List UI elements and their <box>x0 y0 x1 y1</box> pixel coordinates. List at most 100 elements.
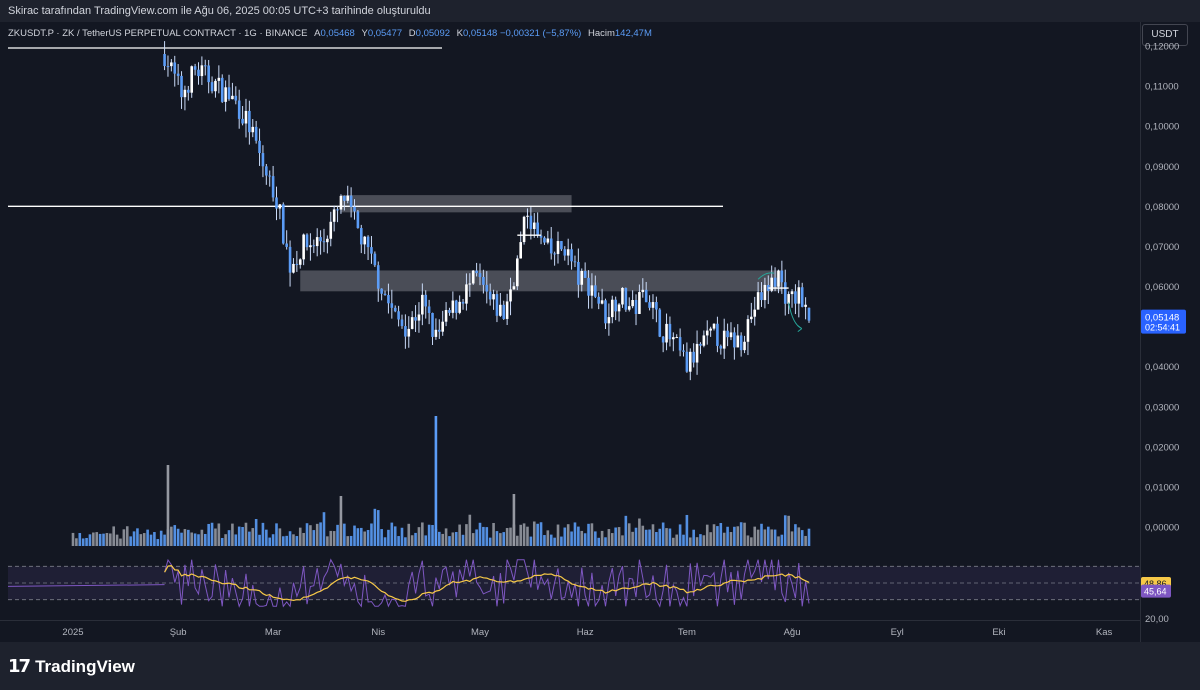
volume-bar <box>125 526 129 546</box>
candle-body <box>488 291 492 300</box>
volume-bar <box>519 524 522 546</box>
volume-bar <box>590 523 594 546</box>
volume-bar <box>312 530 316 546</box>
volume-bar <box>766 526 770 546</box>
volume-bar <box>621 535 624 546</box>
volume-bar <box>404 537 407 546</box>
volume-bar <box>390 522 394 546</box>
candle-body <box>461 301 465 304</box>
candle-body <box>729 332 733 338</box>
candle-body <box>217 77 221 81</box>
candle-body <box>641 289 645 293</box>
candle-body <box>736 335 740 348</box>
candle-body <box>448 310 451 313</box>
low-value: 0,05092 <box>415 28 451 39</box>
candle-body <box>590 285 594 296</box>
chart-area[interactable]: ZKUSDT.P · ZK / TetherUS PERPETUAL CONTR… <box>0 22 1200 642</box>
price-tick-label: 0,00000 <box>1145 523 1179 534</box>
candle-body <box>268 175 272 177</box>
volume-bar <box>424 535 428 546</box>
rsi-value: 45,64 <box>1144 587 1167 597</box>
volume-bar <box>363 531 366 546</box>
currency-button[interactable]: USDT <box>1142 24 1188 46</box>
candle-body <box>349 195 353 207</box>
candle-body <box>739 335 743 351</box>
volume-bar <box>543 535 546 546</box>
volume-bar <box>173 525 177 546</box>
tv-logo-icon: 17 <box>8 656 31 677</box>
candle-body <box>722 330 726 349</box>
volume-bar <box>631 531 634 546</box>
candle-body <box>220 77 224 102</box>
candle-body <box>410 317 414 329</box>
candle-body <box>190 66 194 93</box>
volume-bar <box>244 522 248 546</box>
candle-body <box>315 237 319 247</box>
volume-bar <box>604 537 607 546</box>
volume-bar <box>271 534 275 546</box>
volume-bar <box>203 533 207 546</box>
candle-body <box>695 343 699 363</box>
candle-body <box>502 304 506 319</box>
volume-bar <box>356 528 360 546</box>
candle-body <box>214 80 217 92</box>
candle-body <box>478 273 482 277</box>
volume-bar <box>539 522 543 546</box>
candle-body <box>705 330 709 336</box>
candle-body <box>356 211 360 229</box>
candle-body <box>800 287 804 307</box>
time-tick-label: Ağu <box>784 627 801 638</box>
volume-bar <box>478 522 482 546</box>
candle-body <box>763 284 767 301</box>
volume-bar <box>719 523 723 546</box>
candle-body <box>516 258 519 287</box>
candle-body <box>254 126 258 141</box>
volume-bar <box>119 538 122 546</box>
volume-bar <box>627 523 631 546</box>
top-bar: Skirac tarafından TradingView.com ile Ağ… <box>0 0 1200 22</box>
candle-body <box>244 110 248 124</box>
candle-body <box>644 289 648 303</box>
open-value: 0,05468 <box>320 28 355 39</box>
volume-bar <box>421 522 424 546</box>
time-tick-label: Kas <box>1096 627 1113 638</box>
symbol-info[interactable]: ZKUSDT.P · ZK / TetherUS PERPETUAL CONTR… <box>8 28 308 39</box>
volume-bar <box>438 531 441 546</box>
candle-body <box>200 65 204 77</box>
volume-bar <box>231 523 234 546</box>
volume-bar <box>105 533 109 546</box>
support-resistance-zone <box>340 195 572 213</box>
volume-bar <box>797 527 801 546</box>
candle-body <box>278 204 282 209</box>
volume-bar <box>773 529 777 546</box>
volume-bar <box>787 515 790 546</box>
candle-body <box>397 311 400 320</box>
volume-bar <box>682 534 685 546</box>
candle-body <box>743 341 746 351</box>
volume-bar <box>359 527 363 546</box>
volume-bar <box>214 528 217 546</box>
candle-body <box>393 307 397 312</box>
volume-bar <box>722 532 726 546</box>
candle-body <box>237 100 241 119</box>
price-chart[interactable]: 0,12000 0,11000 0,10000 0,09000 0,08000 0,070… <box>0 22 1200 642</box>
volume-bar <box>638 518 641 546</box>
volume-bar <box>285 535 288 546</box>
tradingview-logo[interactable]: 17 TradingView <box>8 656 135 677</box>
volume-bar <box>315 523 319 546</box>
candle-body <box>326 238 329 243</box>
candle-body <box>529 215 533 229</box>
volume-bar <box>549 534 553 546</box>
volume-bar <box>346 536 350 546</box>
volume-bar <box>597 537 601 546</box>
volume-bar <box>610 533 614 546</box>
volume-bar <box>251 528 255 546</box>
volume-bar <box>180 532 183 546</box>
candle-body <box>248 110 251 133</box>
volume-bar <box>702 535 706 546</box>
volume-bar <box>197 534 200 546</box>
volume-bar <box>746 535 750 546</box>
candle-body <box>305 234 309 248</box>
price-tick-label: 0,08000 <box>1145 202 1179 213</box>
candle-body <box>241 118 244 124</box>
